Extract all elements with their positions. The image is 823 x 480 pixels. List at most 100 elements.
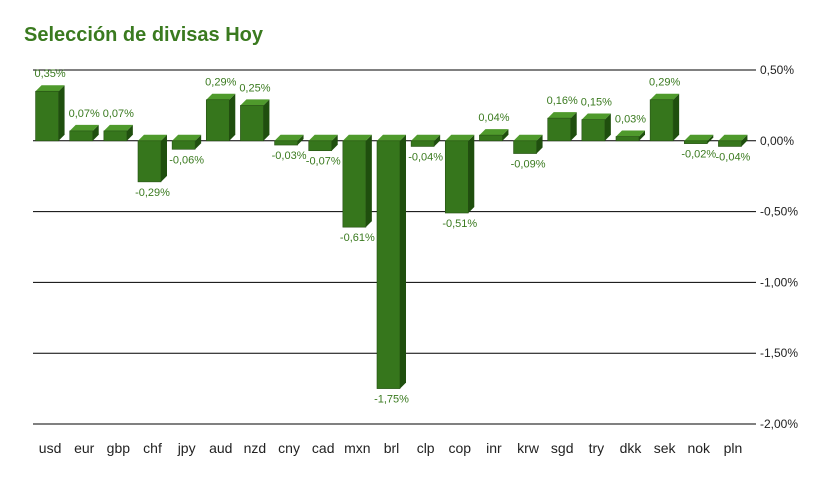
bar-side xyxy=(297,134,304,146)
x-tick-label: cad xyxy=(312,440,335,456)
bar-top xyxy=(445,134,475,141)
bar-top xyxy=(513,134,543,141)
bar xyxy=(69,130,94,142)
y-tick-label: -1,00% xyxy=(760,275,798,289)
bar-side xyxy=(639,130,645,141)
data-label: -0,29% xyxy=(135,187,170,199)
bar xyxy=(171,140,196,150)
bar-top xyxy=(547,112,577,119)
data-label: -0,51% xyxy=(442,218,477,230)
bar-top xyxy=(35,85,65,92)
bar-side xyxy=(468,134,475,214)
chart-title: Selección de divisas Hoy xyxy=(24,24,263,46)
bar-top xyxy=(308,134,338,141)
bar xyxy=(240,105,264,142)
x-tick-label: aud xyxy=(209,440,232,456)
bar-side xyxy=(434,134,441,147)
data-label: -0,07% xyxy=(306,156,341,168)
x-tick-label: cny xyxy=(278,440,300,456)
bar-top xyxy=(69,124,99,131)
bar xyxy=(444,140,469,214)
data-label: 0,04% xyxy=(478,112,509,124)
x-tick-label: inr xyxy=(486,440,502,456)
bar-top xyxy=(718,134,748,141)
bar-top xyxy=(479,129,509,136)
bar-side xyxy=(161,134,167,182)
bar xyxy=(479,134,503,142)
bar-top xyxy=(138,134,167,141)
bar xyxy=(513,140,537,154)
x-tick-label: jpy xyxy=(177,440,196,456)
bar xyxy=(683,140,708,144)
data-label: 0,15% xyxy=(581,97,612,109)
bar xyxy=(649,99,674,142)
bar-side xyxy=(263,99,270,141)
data-label: -0,04% xyxy=(715,151,750,163)
y-tick-label: -1,50% xyxy=(760,346,798,360)
data-label: 0,07% xyxy=(103,108,134,120)
bar-side xyxy=(604,113,611,141)
bar-side xyxy=(673,93,680,141)
x-tick-label: krw xyxy=(517,440,540,456)
bar xyxy=(137,140,162,183)
bar-side xyxy=(707,134,714,144)
bar-top xyxy=(581,113,611,120)
data-label: -0,02% xyxy=(681,149,716,161)
x-tick-label: nok xyxy=(687,440,711,456)
bar xyxy=(615,136,640,142)
bar xyxy=(410,140,435,147)
bar xyxy=(103,130,128,142)
bar-top xyxy=(377,134,406,141)
bar xyxy=(35,90,59,142)
bar xyxy=(547,117,572,142)
x-tick-label: brl xyxy=(384,440,400,456)
bar-side xyxy=(400,134,406,389)
x-tick-label: sek xyxy=(654,440,677,456)
y-tick-label: -0,50% xyxy=(760,205,798,219)
bar-top xyxy=(206,93,236,100)
bar-side xyxy=(365,134,372,228)
bar xyxy=(718,140,742,147)
bar xyxy=(342,140,367,228)
y-tick-label: 0,50% xyxy=(760,63,794,77)
x-tick-label: chf xyxy=(143,440,162,456)
bar-top xyxy=(684,134,714,141)
data-label: 0,07% xyxy=(69,108,100,120)
bar-top xyxy=(616,130,645,137)
bar xyxy=(581,119,606,142)
bar-top xyxy=(172,134,202,141)
data-label: 0,29% xyxy=(649,77,680,89)
bar-top xyxy=(274,134,304,141)
data-label: 0,25% xyxy=(239,82,270,94)
data-label: 0,16% xyxy=(547,95,578,107)
x-tick-label: mxn xyxy=(344,440,370,456)
data-label: -0,03% xyxy=(272,150,307,162)
bar-side xyxy=(92,124,99,141)
bar-side xyxy=(536,134,543,154)
bar-side xyxy=(58,85,65,141)
y-tick-label: -2,00% xyxy=(760,417,798,431)
bar-side xyxy=(126,124,133,141)
data-label: 0,29% xyxy=(205,77,236,89)
bar xyxy=(308,140,333,152)
bar xyxy=(205,99,230,142)
x-tick-label: eur xyxy=(74,440,95,456)
bar-top xyxy=(650,93,680,100)
x-tick-label: dkk xyxy=(620,440,643,456)
x-tick-label: gbp xyxy=(107,440,131,456)
data-label: 0,03% xyxy=(615,114,646,126)
bar xyxy=(274,140,298,146)
bar-top xyxy=(342,134,372,141)
data-label: -0,09% xyxy=(511,159,546,171)
x-tick-label: pln xyxy=(724,440,743,456)
x-tick-label: cop xyxy=(448,440,471,456)
x-tick-label: clp xyxy=(417,440,435,456)
data-label: -0,06% xyxy=(169,154,204,166)
bar-side xyxy=(502,129,509,141)
x-tick-label: nzd xyxy=(244,440,267,456)
data-label: -0,61% xyxy=(340,232,375,244)
bar-top xyxy=(411,134,441,141)
bar-side xyxy=(331,134,338,151)
